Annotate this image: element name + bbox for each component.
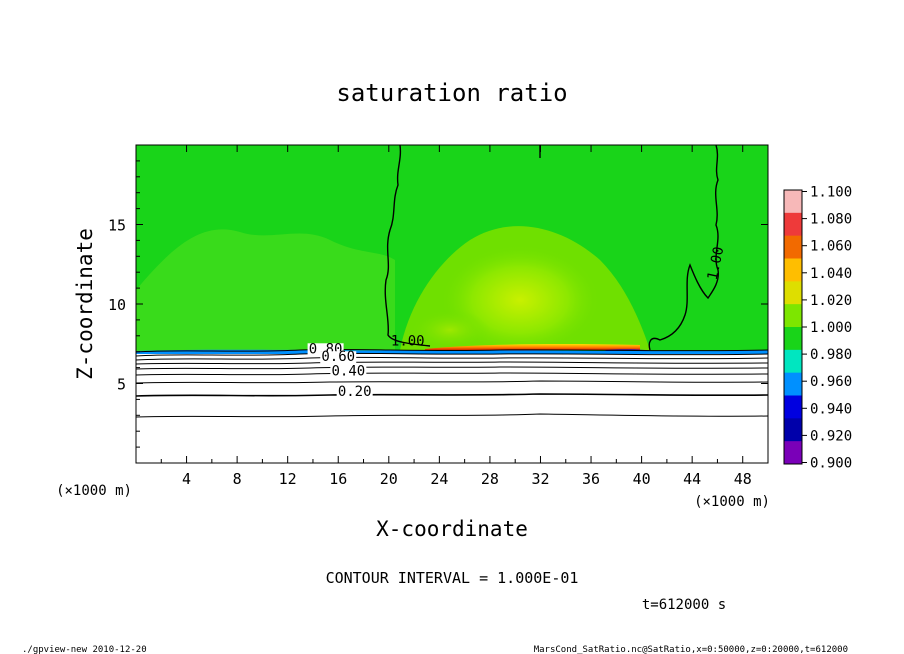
x-tick-label: 40: [633, 470, 651, 488]
contour-label: 1.00: [391, 333, 425, 349]
x-tick-label: 24: [430, 470, 448, 488]
colorbar-swatch: [784, 190, 802, 214]
contour-interval: CONTOUR INTERVAL = 1.000E-01: [326, 569, 579, 587]
x-unit-label-left: (×1000 m): [56, 483, 132, 499]
contour-label-bg: [320, 351, 357, 365]
lower-contours: [136, 348, 768, 418]
colorbar-label: 0.940: [810, 401, 852, 417]
x-axis-title: X-coordinate: [376, 517, 528, 541]
y-axis-title: Z-coordinate: [73, 228, 97, 380]
footer-right: MarsCond_SatRatio.nc@SatRatio,x=0:50000,…: [534, 645, 848, 654]
colorbar-swatch: [784, 212, 802, 237]
contour-label: 0.60: [321, 349, 355, 365]
field-white: [136, 354, 768, 463]
colorbar-label: 1.100: [810, 185, 852, 201]
colorbar-swatch: [784, 418, 802, 442]
colorbar-swatch: [784, 372, 802, 396]
chart-title: saturation ratio: [336, 79, 567, 107]
y-tick-label: 10: [108, 296, 126, 314]
x-tick-label: 4: [182, 470, 191, 488]
colorbar-label: 0.900: [810, 456, 852, 472]
colorbar-swatch: [784, 235, 802, 259]
time-label: t=612000 s: [642, 597, 726, 613]
x-unit-label-right: (×1000 m): [694, 494, 770, 510]
x-tick-label: 32: [531, 470, 549, 488]
colorbar-swatch: [784, 441, 802, 465]
colorbar-swatch: [784, 281, 802, 305]
colorbar-swatch: [784, 327, 802, 351]
colorbar-label: 1.040: [810, 266, 852, 282]
footer-left: ./gpview-new 2010-12-20: [22, 645, 147, 654]
colorbar-label: 0.980: [810, 347, 852, 363]
x-tick-label: 12: [279, 470, 297, 488]
plot-area: [136, 145, 768, 463]
colorbar-swatch: [784, 304, 802, 328]
field-warm-core-2: [410, 310, 490, 350]
colorbar-label: 1.000: [810, 320, 852, 336]
y-axis-ticks: 5 10 15: [108, 160, 768, 448]
x-tick-label: 48: [734, 470, 752, 488]
colorbar-label: 1.020: [810, 293, 852, 309]
x-tick-label: 20: [380, 470, 398, 488]
x-axis-ticks: 4 8 12 16 20 24 28 32 36 40 44 48: [160, 145, 752, 488]
colorbar-label: 1.080: [810, 212, 852, 228]
contour-label: 0.20: [338, 384, 372, 400]
colorbar-swatch: [784, 258, 802, 282]
colorbar: 1.100 1.080 1.060 1.040 1.020 1.000 0.980 0.960…: [783, 185, 852, 472]
contour-label: 1.00: [705, 245, 728, 281]
colorbar-label: 0.920: [810, 428, 852, 444]
field-lightgreen-left: [136, 229, 395, 351]
x-tick-label: 16: [329, 470, 347, 488]
x-tick-label: 36: [582, 470, 600, 488]
colorbar-swatch: [784, 395, 802, 419]
colorbar-label: 0.960: [810, 374, 852, 390]
contour-label-bg: [330, 365, 367, 379]
x-tick-label: 44: [683, 470, 701, 488]
y-tick-label: 5: [117, 376, 126, 394]
x-tick-label: 8: [233, 470, 242, 488]
colorbar-swatch: [784, 349, 802, 374]
field-supersat-band: [425, 344, 640, 351]
field-boundary-blue: [136, 349, 768, 354]
x-tick-label: 28: [481, 470, 499, 488]
colorbar-label: 1.060: [810, 239, 852, 255]
contour-label-bg: [336, 386, 373, 400]
contour-label: 0.40: [331, 364, 365, 380]
y-tick-label: 15: [108, 217, 126, 235]
contour-labels: 1.001.000.800.600.400.20: [307, 245, 728, 400]
